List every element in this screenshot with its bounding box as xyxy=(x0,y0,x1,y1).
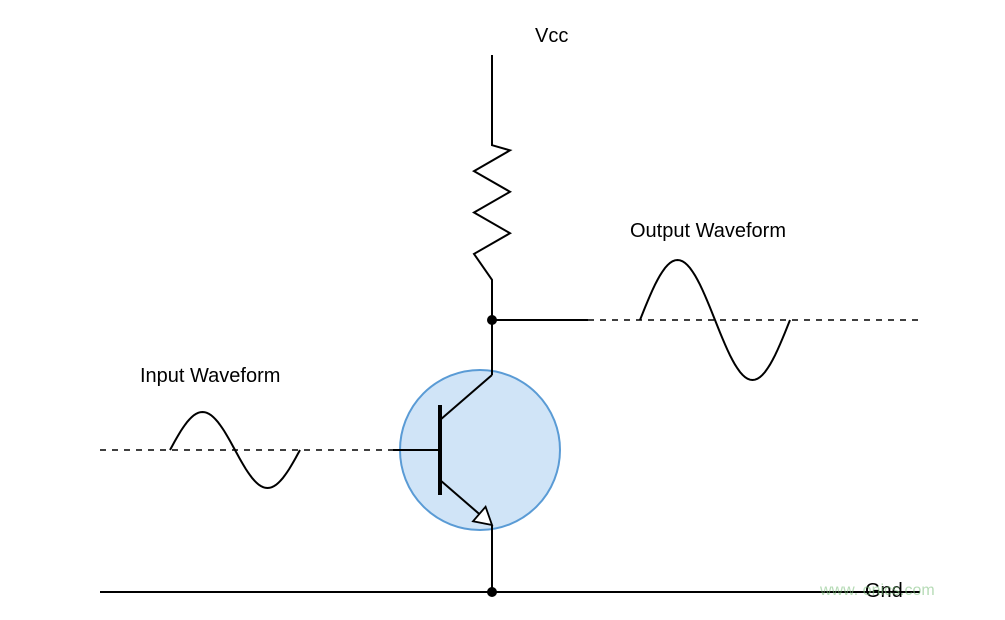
label-output: Output Waveform xyxy=(630,220,786,243)
label-input: Input Waveform xyxy=(140,365,280,388)
label-vcc: Vcc xyxy=(535,25,568,48)
watermark-text: www. onics.com xyxy=(820,582,935,600)
circuit-svg xyxy=(0,0,1005,620)
resistor-icon xyxy=(474,140,510,285)
